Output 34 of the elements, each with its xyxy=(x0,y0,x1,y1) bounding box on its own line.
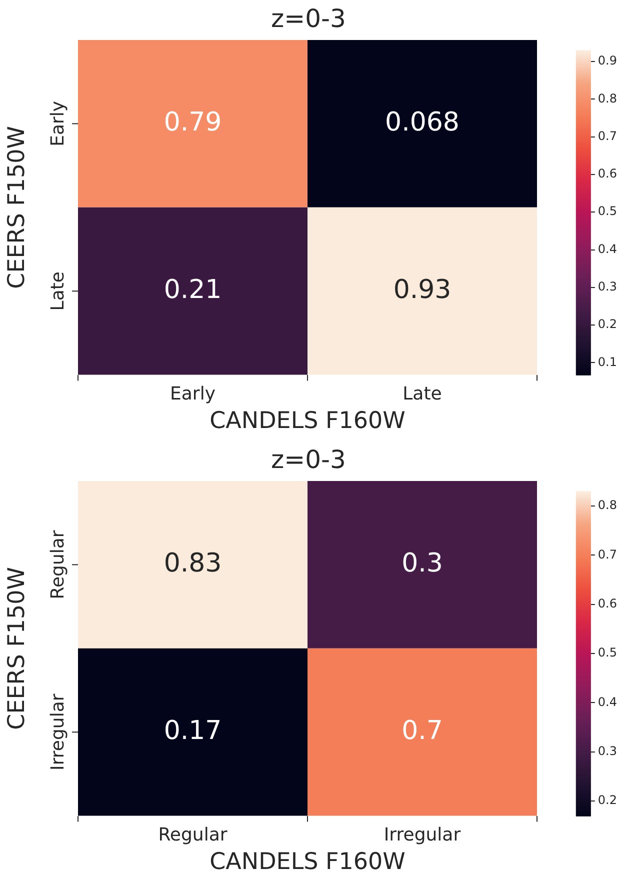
x-axis-title: CANDELS F160W xyxy=(210,408,406,434)
color-bar-label: 0.4 xyxy=(598,242,618,256)
data-label: 0.83 xyxy=(164,548,222,578)
color-bar-label: 0.6 xyxy=(598,596,618,610)
y-tick-label: Irregular xyxy=(48,693,69,770)
data-label: 0.93 xyxy=(393,274,452,305)
color-bar-label: 0.1 xyxy=(598,354,618,369)
color-bar-label: 0.2 xyxy=(598,793,618,808)
data-label: 0.3 xyxy=(402,548,443,578)
chart-title: z=0-3 xyxy=(270,445,347,474)
y-tick-label: Regular xyxy=(48,530,69,600)
data-label: 0.7 xyxy=(402,716,443,746)
data-label: 0.17 xyxy=(164,716,222,746)
color-bar-label: 0.4 xyxy=(598,694,618,709)
color-bar-label: 0.3 xyxy=(598,280,618,294)
chart-title: z=0-3 xyxy=(270,4,347,33)
color-bar-label: 0.5 xyxy=(598,646,618,660)
data-label: 0.79 xyxy=(164,107,222,138)
y-axis-title: CEERS F150W xyxy=(4,566,30,730)
color-bar-label: 0.9 xyxy=(598,54,618,68)
y-tick-label: Early xyxy=(48,100,69,146)
color-bar-label: 0.8 xyxy=(598,91,618,106)
color-bar-label: 0.5 xyxy=(598,204,618,218)
color-bar-label: 0.8 xyxy=(598,498,618,512)
data-label: 0.21 xyxy=(164,274,222,305)
color-bar-label: 0.3 xyxy=(598,744,618,758)
x-axis-title: CANDELS F160W xyxy=(210,849,406,876)
y-tick-label: Late xyxy=(48,272,69,311)
color-bar-label: 0.7 xyxy=(598,547,618,562)
color-bar-label: 0.7 xyxy=(598,128,618,143)
data-label: 0.068 xyxy=(385,107,460,138)
y-axis-title: CEERS F150W xyxy=(4,126,30,289)
color-bar-label: 0.2 xyxy=(598,317,618,332)
color-bar-label: 0.6 xyxy=(598,166,618,181)
